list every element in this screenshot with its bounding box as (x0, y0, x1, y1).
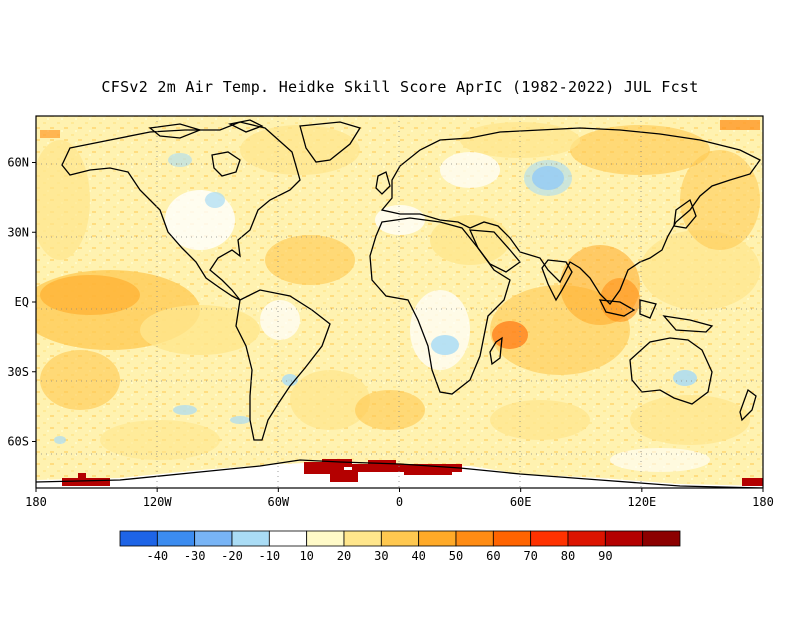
score-field (36, 116, 763, 488)
x-tick-label: 120W (143, 495, 173, 509)
colorbar-swatch (231, 530, 270, 547)
coastlines (36, 119, 763, 488)
colorbar-swatch (156, 530, 196, 547)
colorbar-swatch (567, 530, 606, 547)
y-axis-ticks: 60N 30N EQ 30S 60S (7, 156, 36, 449)
x-tick-label: 60E (510, 495, 532, 509)
colorbar-swatch (119, 530, 158, 547)
x-tick-label: 0 (396, 495, 403, 509)
colorbar-label: 40 (411, 549, 425, 563)
colorbar-label: 20 (337, 549, 351, 563)
y-tick-label: 60N (7, 156, 29, 170)
colorbar-swatch (492, 530, 532, 547)
colorbar-swatch (604, 530, 644, 547)
colorbar-label: 30 (374, 549, 388, 563)
colorbar-swatch (343, 530, 382, 547)
colorbar-swatch (306, 530, 345, 547)
x-tick-label: 120E (627, 495, 656, 509)
colorbar-label: 70 (523, 549, 537, 563)
colorbar-swatch (642, 530, 681, 547)
x-tick-label: 180 (752, 495, 774, 509)
colorbar-swatch (268, 530, 308, 547)
colorbar-label: -10 (258, 549, 280, 563)
y-tick-label: 30N (7, 225, 29, 239)
y-tick-label: 30S (7, 365, 29, 379)
colorbar-swatch (418, 530, 457, 547)
colorbar-label: 60 (486, 549, 500, 563)
colorbar-label: -40 (146, 549, 168, 563)
colorbar-swatch (530, 530, 569, 547)
x-tick-label: 180 (25, 495, 47, 509)
colorbar-label: 10 (299, 549, 313, 563)
colorbar-label: 90 (598, 549, 612, 563)
y-tick-label: 60S (7, 435, 29, 449)
y-tick-label: EQ (15, 295, 29, 309)
x-axis-ticks: 180 120W 60W 0 60E 120E 180 (25, 488, 774, 509)
colorbar-swatch (455, 530, 494, 547)
colorbar-label: -20 (221, 549, 243, 563)
colorbar-swatch (380, 530, 420, 547)
colorbar-label: 80 (561, 549, 575, 563)
colorbar-label: 50 (449, 549, 463, 563)
map-title: CFSv2 2m Air Temp. Heidke Skill Score Ap… (101, 78, 699, 96)
grid-lines (36, 116, 763, 488)
colorbar: -40 -30 -20 -10 10 20 30 40 50 60 70 80 90 (119, 530, 681, 563)
colorbar-label: -30 (184, 549, 206, 563)
x-tick-label: 60W (267, 495, 289, 509)
colorbar-swatch (194, 530, 233, 547)
